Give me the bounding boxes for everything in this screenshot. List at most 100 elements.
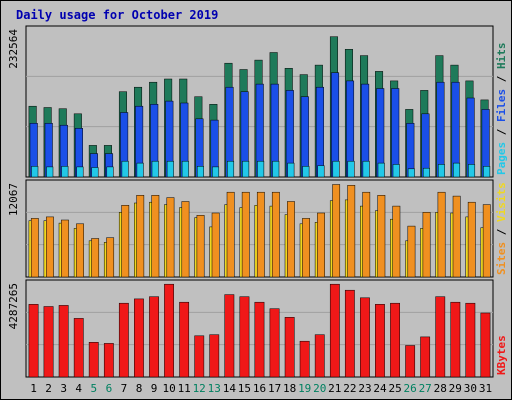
x-tick-label: 18 [283,382,296,395]
bar-sites-day-20 [317,212,325,278]
x-tick-label: 5 [90,382,97,395]
bar-sites-day-16 [256,191,265,278]
bar-sites-day-31 [482,204,491,278]
bar-sites-day-5 [91,238,100,278]
x-tick-label: 8 [136,382,143,395]
bar-pages-day-29 [453,162,461,178]
bar-kbytes-day-13 [209,334,220,378]
bar-sites-day-12 [196,215,205,278]
bar-kbytes-day-16 [254,301,265,378]
x-tick-label: 17 [268,382,281,395]
bar-kbytes-day-17 [269,308,280,378]
bar-kbytes-day-23 [360,297,370,378]
bar-pages-day-12 [196,166,204,178]
bar-pages-day-15 [242,160,250,178]
bar-sites-day-23 [362,191,371,278]
bar-pages-day-7 [121,160,129,178]
bar-sites-day-8 [136,195,145,278]
bar-sites-day-4 [76,223,84,278]
bar-kbytes-day-24 [375,304,385,378]
bar-pages-day-13 [212,166,220,178]
bar-kbytes-day-11 [179,301,190,378]
x-tick-label: 25 [388,382,401,395]
x-tick-label: 11 [178,382,191,395]
legend: KBytes [495,335,508,375]
bar-pages-day-9 [151,160,159,178]
bar-pages-day-18 [287,162,295,178]
max-value-label: 4287265 [7,283,20,329]
legend-hits: Hits [495,43,508,70]
bar-pages-day-3 [61,166,69,178]
bar-pages-day-19 [302,166,310,178]
x-tick-label: 27 [419,382,432,395]
bar-kbytes-day-22 [344,289,355,378]
bar-sites-day-18 [287,201,295,278]
bar-kbytes-day-3 [58,305,69,378]
bar-sites-day-27 [422,212,431,278]
bar-sites-day-14 [226,191,235,278]
bar-kbytes-day-8 [134,298,144,378]
bar-pages-day-14 [227,160,235,178]
bar-kbytes-day-5 [88,342,99,378]
bar-kbytes-day-20 [314,334,325,378]
bar-files-day-27 [421,113,430,178]
bar-kbytes-day-4 [73,318,84,378]
x-tick-label: 3 [60,382,67,395]
x-tick-label: 31 [479,382,492,395]
bar-sites-day-17 [271,191,280,278]
bar-kbytes-day-6 [103,343,114,378]
x-tick-label: 15 [238,382,251,395]
x-tick-label: 2 [45,382,52,395]
legend-sites: Sites [495,242,508,275]
x-tick-label: 1 [30,382,37,395]
x-tick-label: 10 [162,382,175,395]
bar-sites-day-1 [30,218,39,278]
panel-2: 12067 Sites / Visits [7,179,508,278]
bar-pages-day-26 [407,168,415,178]
bar-files-day-19 [300,96,309,178]
x-tick-label: 29 [449,382,462,395]
bar-sites-day-6 [106,237,115,278]
bar-files-day-29 [451,81,460,178]
bar-pages-day-10 [166,160,174,178]
x-tick-label: 12 [193,382,206,395]
bar-kbytes-day-18 [284,317,295,378]
legend: Pages / Files / Hits [495,43,508,176]
bar-sites-day-25 [392,205,401,278]
legend-visits: Visits [495,182,508,222]
bar-sites-day-11 [181,201,190,278]
bar-pages-day-6 [106,166,114,178]
bar-sites-day-29 [452,195,461,278]
x-tick-label: 28 [434,382,447,395]
x-tick-label: 16 [253,382,266,395]
x-tick-label: 20 [313,382,326,395]
x-tick-label: 22 [343,382,356,395]
panel-1: 232564 Pages / Files / Hits [7,25,508,178]
bar-sites-day-19 [302,218,310,278]
bar-sites-day-7 [121,205,130,278]
bar-kbytes-day-12 [194,335,205,378]
bar-kbytes-day-28 [435,296,446,378]
legend-files: Files [495,89,508,122]
bar-kbytes-day-19 [299,340,310,378]
x-tick-label: 14 [223,382,237,395]
x-tick-label: 7 [121,382,128,395]
bar-sites-day-28 [437,191,446,278]
bar-kbytes-day-30 [465,302,476,378]
legend: Sites / Visits [495,182,508,275]
bar-kbytes-day-29 [450,301,461,378]
bar-pages-day-25 [392,164,400,178]
legend-separator: / [495,222,508,242]
bar-kbytes-day-10 [164,283,174,378]
bar-sites-day-30 [467,201,476,278]
x-tick-label: 13 [208,382,221,395]
x-tick-label: 6 [106,382,113,395]
legend-separator: / [495,122,508,142]
bar-sites-day-21 [332,184,341,278]
bar-kbytes-day-7 [118,302,129,378]
bar-kbytes-day-31 [480,312,491,378]
legend-separator: / [495,69,508,89]
bar-kbytes-day-9 [149,296,159,378]
bar-sites-day-2 [46,216,54,278]
bar-kbytes-day-27 [420,336,431,378]
